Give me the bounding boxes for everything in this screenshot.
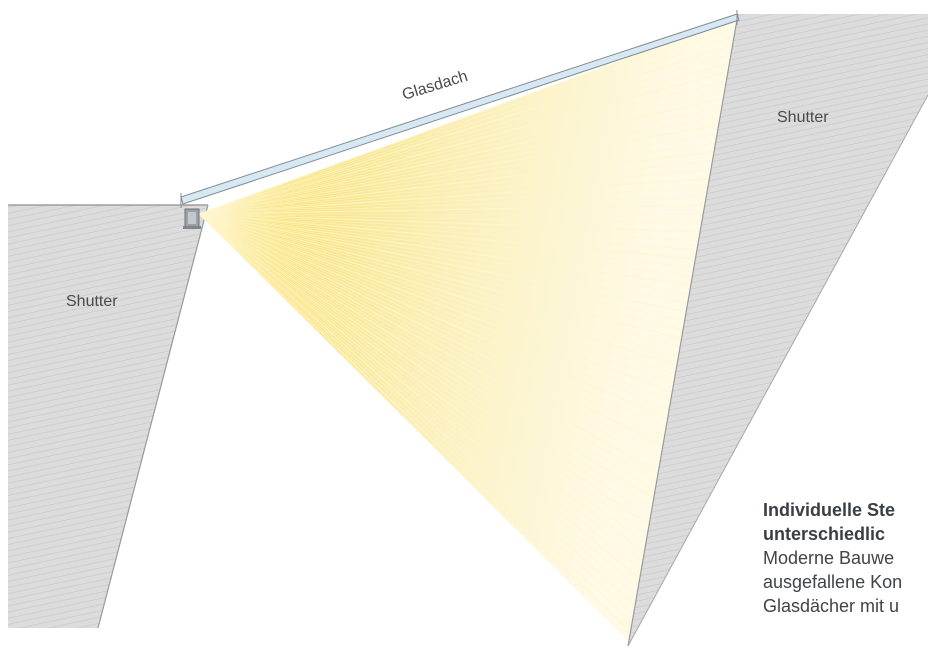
- light-ray: [198, 213, 670, 401]
- light-ray: [198, 213, 675, 375]
- light-ray: [198, 213, 699, 233]
- light-ray: [198, 142, 715, 215]
- light-ray: [198, 160, 712, 215]
- light-ray: [198, 213, 689, 295]
- glass-roof: [180, 10, 740, 208]
- light-ray: [198, 213, 664, 437]
- light-ray: [198, 18, 737, 215]
- light-ray: [198, 213, 698, 242]
- shutter-right-label: Shutter: [777, 109, 829, 126]
- shutter-left: [8, 205, 208, 628]
- light-ray: [198, 213, 669, 410]
- light-ray: [198, 178, 709, 215]
- light-ray: [198, 213, 683, 330]
- light-ray: [198, 213, 690, 286]
- light-ray: [198, 213, 655, 490]
- light-ray: [198, 213, 673, 384]
- caption-heading-line-1: Individuelle Ste: [763, 500, 896, 520]
- light-ray: [198, 80, 726, 215]
- light-ray: [198, 213, 638, 588]
- light-ray: [198, 213, 649, 526]
- light-ray: [198, 98, 723, 215]
- light-ray: [198, 213, 680, 348]
- light-ray: [198, 213, 630, 632]
- light-ray: [198, 213, 640, 579]
- light-ray: [198, 213, 643, 561]
- light-ray: [198, 213, 654, 499]
- light-ray: [198, 213, 629, 641]
- light-ray: [198, 213, 687, 304]
- light-ray: [198, 213, 652, 508]
- light-ray: [198, 89, 724, 215]
- light-ray: [198, 213, 658, 473]
- light-ray: [198, 213, 661, 455]
- caption-body-line-1: Moderne Bauwe: [763, 548, 895, 568]
- shutter-right: [628, 14, 928, 646]
- caption-body-line-2: ausgefallene Kon: [763, 572, 903, 592]
- light-ray: [198, 187, 707, 215]
- caption-heading-line-2: unterschiedlic: [763, 524, 886, 544]
- light-ray: [198, 213, 681, 340]
- caption: Individuelle Ste unterschiedlic Moderne …: [763, 498, 928, 618]
- light-ray: [198, 213, 641, 570]
- light-ray: [198, 213, 656, 481]
- light-ray: [198, 213, 678, 357]
- light-ray: [198, 36, 734, 215]
- light-ray: [198, 213, 660, 463]
- light-ray: [198, 44, 732, 215]
- glass-roof-label: Glasdach: [400, 68, 470, 104]
- light-ray: [198, 213, 646, 543]
- light-ray: [198, 213, 633, 614]
- light-ray: [198, 213, 701, 224]
- light-ray: [198, 213, 686, 313]
- light-ray: [198, 107, 721, 215]
- shutter-left-right-edge: [97, 204, 209, 629]
- light-ray: [198, 204, 704, 215]
- shutter-right-edge: [627, 13, 739, 647]
- shutter-right-outer-edge: [627, 94, 928, 647]
- light-ray: [198, 133, 716, 215]
- shutter-left-label: Shutter: [66, 293, 118, 310]
- light-ray: [198, 213, 644, 552]
- light-ray: [198, 213, 632, 623]
- light-ray: [198, 213, 666, 428]
- light-ray: [198, 213, 667, 419]
- light-ray: [198, 213, 636, 596]
- caption-body-line-3: Glasdächer mit u: [763, 596, 900, 616]
- light-ray: [198, 213, 693, 268]
- projector-icon: [183, 208, 201, 229]
- light-ray: [198, 213, 684, 321]
- light-ray: [198, 27, 735, 215]
- light-ray: [198, 213, 647, 534]
- light-ray: [198, 213, 677, 366]
- light-ray: [198, 213, 696, 251]
- light-beam-rays: [198, 18, 737, 641]
- light-ray: [198, 213, 695, 260]
- light-ray: [198, 213, 635, 605]
- light-ray: [198, 71, 727, 215]
- light-ray: [198, 63, 729, 215]
- light-ray: [198, 116, 720, 215]
- light-ray: [198, 124, 718, 215]
- light-beam: [199, 19, 736, 640]
- light-ray: [198, 196, 706, 215]
- light-ray: [198, 54, 730, 215]
- light-ray: [198, 213, 663, 446]
- light-ray: [198, 151, 713, 215]
- light-ray: [198, 169, 710, 215]
- light-ray: [198, 213, 692, 277]
- light-ray: [198, 213, 650, 517]
- light-ray: [198, 213, 672, 393]
